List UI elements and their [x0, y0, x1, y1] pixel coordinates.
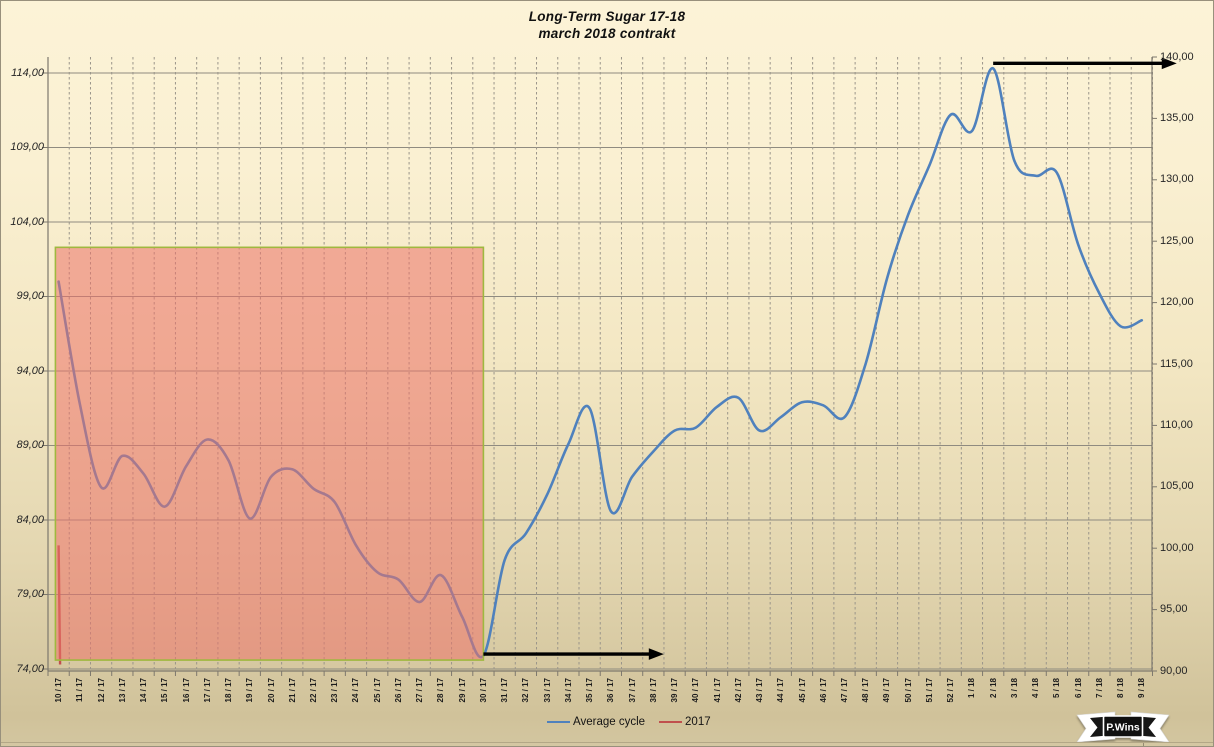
legend-swatch [659, 721, 683, 723]
x-axis-tick-label: 27 / 17 [415, 678, 425, 703]
x-axis-tick-label: 15 / 17 [160, 678, 170, 703]
right-axis-tick-label: 120,00 [1160, 296, 1194, 309]
x-axis-tick-label: 25 / 17 [372, 678, 382, 703]
spreadsheet-bottom-strip [1, 743, 1213, 746]
x-axis-tick-label: 44 / 17 [776, 678, 786, 703]
x-axis-tick-label: 29 / 17 [457, 678, 467, 703]
x-axis-tick-label: 28 / 17 [436, 678, 446, 703]
ribbon-center-band [1102, 715, 1144, 738]
right-axis-tick-label: 90,00 [1160, 664, 1188, 677]
x-axis-tick-label: 30 / 17 [478, 678, 488, 703]
x-axis-tick-label: 38 / 17 [648, 678, 658, 703]
legend-item-2017: 2017 [659, 716, 711, 728]
x-axis-tick-label: 41 / 17 [712, 678, 722, 703]
x-axis-tick-label: 11 / 17 [75, 678, 85, 703]
x-axis-tick-label: 1 / 18 [967, 678, 977, 699]
x-axis-tick-label: 22 / 17 [308, 678, 318, 703]
x-axis-tick-label: 5 / 18 [1052, 678, 1062, 699]
x-axis-tick-label: 39 / 17 [670, 678, 680, 703]
chart-subtitle: march 2018 contrakt [538, 26, 676, 41]
x-axis-tick-label: 26 / 17 [393, 678, 403, 703]
right-axis-tick-label: 110,00 [1160, 418, 1193, 431]
x-axis-tick-label: 40 / 17 [691, 678, 701, 703]
left-axis-tick-label: 89,00 [16, 439, 44, 451]
left-axis-tick-label: 114,00 [11, 66, 44, 79]
spreadsheet-column-tick [1143, 743, 1144, 746]
right-axis-tick-label: 100,00 [1160, 541, 1194, 554]
pwins-text: P.Wins [1106, 722, 1140, 734]
x-axis-tick-label: 34 / 17 [563, 678, 573, 703]
left-axis-tick-label: 84,00 [16, 513, 44, 526]
chart-title: Long-Term Sugar 17-18 [528, 9, 686, 24]
x-axis-tick-label: 50 / 17 [903, 678, 913, 703]
left-axis-tick-label: 104,00 [10, 215, 44, 228]
x-axis-tick-label: 31 / 17 [500, 678, 510, 703]
right-axis-tick-label: 105,00 [1160, 480, 1194, 493]
x-axis-tick-label: 9 / 18 [1137, 678, 1147, 699]
right-axis-tick-label: 125,00 [1160, 234, 1194, 247]
right-axis-tick-label: 115,00 [1160, 357, 1193, 370]
x-axis-tick-label: 52 / 17 [946, 678, 956, 703]
x-axis-tick-label: 32 / 17 [521, 678, 531, 703]
legend-swatch [547, 721, 570, 723]
x-axis-tick-label: 18 / 17 [224, 678, 234, 703]
pwins-logo: P.Wins [1076, 711, 1170, 743]
legend-label: 2017 [685, 716, 711, 728]
chart-title-block: Long-Term Sugar 17-18 march 2018 contrak… [1, 8, 1213, 42]
right-axis-tick-label: 130,00 [1160, 173, 1194, 186]
x-axis-tick-label: 48 / 17 [861, 678, 871, 703]
legend-item-average-cycle: Average cycle [547, 716, 645, 728]
x-axis-tick-label: 37 / 17 [627, 678, 637, 703]
x-axis-tick-label: 12 / 17 [96, 678, 106, 703]
x-axis-tick-label: 42 / 17 [733, 678, 743, 703]
legend-label: Average cycle [573, 716, 646, 728]
x-axis-tick-label: 2 / 18 [988, 678, 998, 699]
x-axis-tick-label: 14 / 17 [139, 678, 149, 703]
x-axis-tick-label: 20 / 17 [266, 678, 276, 703]
x-axis-tick-label: 46 / 17 [818, 678, 828, 703]
x-axis-tick-label: 17 / 17 [202, 678, 212, 703]
left-axis-tick-label: 109,00 [10, 141, 44, 153]
x-axis-tick-label: 51 / 17 [924, 678, 934, 703]
x-axis-tick-label: 43 / 17 [755, 678, 765, 703]
x-axis-tick-label: 7 / 18 [1094, 678, 1104, 699]
left-axis-tick-label: 99,00 [16, 290, 44, 302]
chart-legend: Average cycle 2017 [547, 713, 711, 731]
x-axis-tick-label: 10 / 17 [54, 678, 64, 703]
x-axis-tick-label: 6 / 18 [1073, 678, 1083, 699]
x-axis-tick-label: 13 / 17 [117, 678, 127, 703]
x-axis-tick-label: 24 / 17 [351, 678, 361, 703]
right-axis-tick-label: 135,00 [1160, 111, 1194, 124]
right-axis-tick-label: 95,00 [1160, 603, 1188, 616]
left-axis-tick-label: 79,00 [16, 588, 44, 600]
left-axis-tick-label: 74,00 [16, 662, 44, 675]
x-axis-tick-label: 8 / 18 [1116, 678, 1126, 699]
x-axis-tick-label: 33 / 17 [542, 678, 552, 703]
x-axis-tick-label: 21 / 17 [287, 678, 297, 703]
top-trend-arrow-head [1161, 57, 1177, 70]
x-axis-tick-label: 3 / 18 [1009, 678, 1019, 699]
x-axis-tick-label: 19 / 17 [245, 678, 255, 703]
x-axis-tick-label: 36 / 17 [606, 678, 616, 703]
bottom-trend-arrow-head [648, 648, 664, 660]
x-axis-tick-label: 4 / 18 [1031, 678, 1041, 699]
x-axis-tick-label: 45 / 17 [797, 678, 807, 703]
left-axis-tick-label: 94,00 [16, 364, 44, 377]
x-axis-tick-label: 47 / 17 [839, 678, 849, 703]
x-axis-tick-label: 35 / 17 [585, 678, 595, 703]
x-axis-tick-label: 23 / 17 [330, 678, 340, 703]
right-axis-tick-label: 140,00 [1160, 50, 1194, 63]
x-axis-tick-label: 16 / 17 [181, 678, 191, 703]
x-axis-tick-label: 49 / 17 [882, 678, 892, 703]
highlight-region [54, 246, 485, 661]
spreadsheet-row-divider [1, 742, 1213, 743]
